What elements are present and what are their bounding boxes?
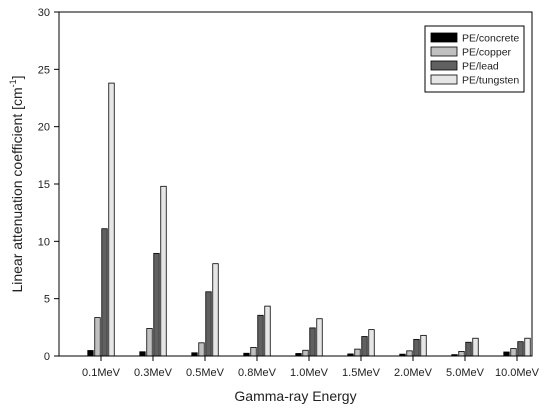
bar-pe-concrete-0-1mev (87, 350, 94, 357)
legend-swatch-pe-concrete (430, 32, 458, 43)
bar-pe-lead-0-5mev (205, 291, 212, 357)
bar-pe-tungsten-1-5mev (368, 329, 375, 357)
bar-pe-copper-5-0mev (458, 351, 465, 357)
bar-pe-copper-1-0mev (302, 349, 309, 357)
y-tick-label-25: 25 (38, 64, 50, 76)
y-axis-title-exponent: -1 (8, 79, 18, 87)
bar-pe-copper-0-8mev (250, 346, 257, 357)
legend-label-pe-lead: PE/lead (462, 61, 499, 73)
bar-pe-tungsten-0-5mev (212, 263, 219, 357)
legend-swatch-pe-tungsten (430, 74, 458, 85)
y-tick-label-20: 20 (38, 122, 50, 134)
bar-pe-concrete-0-3mev (139, 351, 146, 357)
legend-label-pe-tungsten: PE/tungsten (462, 75, 519, 87)
x-tick-label-5-0mev: 5.0MeV (446, 367, 485, 379)
bar-pe-tungsten-0-3mev (160, 185, 167, 357)
bar-pe-lead-2-0mev (413, 338, 420, 357)
y-tick-label-30: 30 (38, 7, 50, 19)
bar-pe-tungsten-0-8mev (264, 305, 271, 357)
bar-pe-tungsten-1-0mev (316, 318, 323, 357)
bar-pe-lead-0-1mev (101, 228, 108, 357)
bar-pe-tungsten-5-0mev (472, 337, 479, 357)
x-tick-label-1-5mev: 1.5MeV (342, 367, 381, 379)
bar-pe-tungsten-2-0mev (420, 334, 427, 357)
x-tick-label-0-3mev: 0.3MeV (134, 367, 173, 379)
legend-swatch-pe-copper (430, 46, 458, 57)
x-tick-label-0-5mev: 0.5MeV (186, 367, 225, 379)
y-tick-label-5: 5 (44, 294, 50, 306)
bar-pe-lead-5-0mev (465, 341, 472, 357)
y-axis-title: Linear attenuation coefficient [cm-1] (8, 75, 25, 292)
bar-pe-tungsten-0-1mev (108, 82, 115, 357)
legend-label-pe-concrete: PE/concrete (462, 33, 519, 45)
bar-pe-lead-0-8mev (257, 314, 264, 357)
bar-pe-lead-1-0mev (309, 327, 316, 357)
bar-pe-copper-1-5mev (354, 348, 361, 357)
x-axis: 0.1MeV 0.3MeV 0.5MeV 0.8MeV 1.0MeV 1.5MeV 2.0M… (82, 356, 540, 379)
legend: PE/concrete PE/copper PE/lead PE/tungsten (424, 25, 525, 93)
legend-label-pe-copper: PE/copper (462, 47, 512, 59)
bar-pe-lead-1-5mev (361, 336, 368, 357)
x-tick-label-1-0mev: 1.0MeV (290, 367, 329, 379)
bars-group (87, 82, 531, 357)
bar-pe-concrete-10-0mev (503, 351, 510, 357)
y-axis-title-suffix: ] (9, 75, 25, 79)
bar-pe-copper-0-5mev (198, 342, 205, 357)
bar-pe-lead-0-3mev (153, 252, 160, 357)
bar-pe-copper-0-1mev (94, 317, 101, 357)
y-tick-label-15: 15 (38, 179, 50, 191)
bar-pe-lead-10-0mev (517, 341, 524, 357)
bar-pe-copper-10-0mev (510, 348, 517, 357)
y-axis-title-main: Linear attenuation coefficient [cm (9, 87, 25, 292)
bar-pe-tungsten-10-0mev (524, 337, 531, 357)
x-tick-label-0-8mev: 0.8MeV (238, 367, 277, 379)
x-tick-label-10-0mev: 10.0MeV (495, 367, 540, 379)
legend-swatch-pe-lead (430, 60, 458, 71)
x-tick-label-2-0mev: 2.0MeV (394, 367, 433, 379)
y-tick-label-10: 10 (38, 236, 50, 248)
bar-pe-copper-2-0mev (406, 350, 413, 357)
y-axis: 0 5 10 15 20 25 30 (38, 7, 59, 363)
y-tick-label-0: 0 (44, 351, 50, 363)
x-axis-title: Gamma-ray Energy (234, 388, 356, 404)
bar-pe-copper-0-3mev (146, 328, 153, 357)
x-tick-label-0-1mev: 0.1MeV (82, 367, 121, 379)
